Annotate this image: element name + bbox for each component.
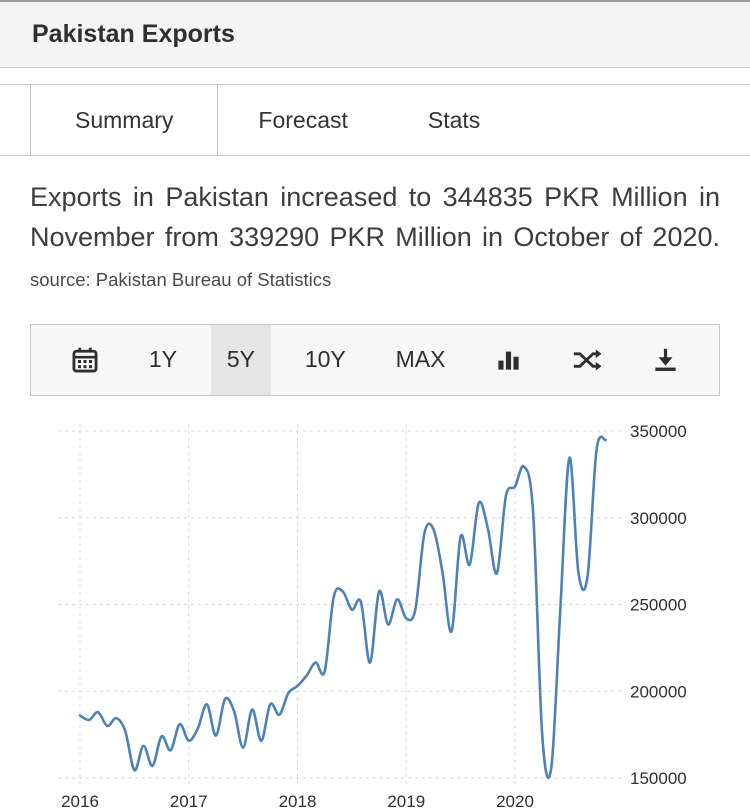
tab-forecast-label: Forecast xyxy=(258,106,348,133)
page-header: Pakistan Exports xyxy=(0,0,750,68)
svg-text:2016: 2016 xyxy=(61,792,99,811)
range-1y-button[interactable]: 1Y xyxy=(133,325,193,395)
calendar-button[interactable] xyxy=(55,325,115,395)
chart-type-button[interactable] xyxy=(479,325,538,395)
exports-line-chart: 150000 200000 250000 300000 350000 2016 2017 20… xyxy=(30,408,720,812)
page-title: Pakistan Exports xyxy=(32,20,235,48)
svg-text:2017: 2017 xyxy=(170,792,208,811)
download-icon xyxy=(652,346,679,373)
tab-forecast[interactable]: Forecast xyxy=(218,85,387,155)
download-button[interactable] xyxy=(636,325,695,395)
range-10y-button[interactable]: 10Y xyxy=(289,325,362,395)
summary-source: source: Pakistan Bureau of Statistics xyxy=(30,268,332,290)
compare-shuffle-icon xyxy=(572,345,602,375)
compare-button[interactable] xyxy=(556,325,618,395)
chart-canvas: 150000 200000 250000 300000 350000 2016 2017 20… xyxy=(58,422,687,811)
summary-description: Exports in Pakistan increased to 344835 … xyxy=(30,182,720,252)
range-1y-label: 1Y xyxy=(148,346,177,373)
svg-text:350000: 350000 xyxy=(630,422,687,441)
svg-text:2020: 2020 xyxy=(496,792,534,811)
range-5y-label: 5Y xyxy=(226,346,255,373)
svg-text:250000: 250000 xyxy=(630,595,687,614)
bar-chart-icon xyxy=(495,346,522,373)
chart-toolbar: 1Y 5Y 10Y MAX xyxy=(30,323,720,396)
range-max-label: MAX xyxy=(395,346,446,373)
tab-stats[interactable]: Stats xyxy=(388,85,520,155)
tab-summary-label: Summary xyxy=(75,106,174,133)
tab-summary[interactable]: Summary xyxy=(30,85,219,155)
tab-stats-label: Stats xyxy=(427,106,481,133)
svg-text:200000: 200000 xyxy=(630,682,687,701)
calendar-icon xyxy=(71,346,99,374)
range-5y-button[interactable]: 5Y xyxy=(210,324,271,395)
svg-text:2019: 2019 xyxy=(387,792,425,811)
tab-bar: Summary Forecast Stats xyxy=(0,84,750,156)
summary-paragraph: Exports in Pakistan increased to 344835 … xyxy=(30,178,720,298)
svg-text:300000: 300000 xyxy=(630,509,687,528)
svg-text:2018: 2018 xyxy=(279,792,317,811)
range-max-button[interactable]: MAX xyxy=(380,325,462,395)
range-10y-label: 10Y xyxy=(304,346,346,373)
svg-text:150000: 150000 xyxy=(630,769,687,788)
